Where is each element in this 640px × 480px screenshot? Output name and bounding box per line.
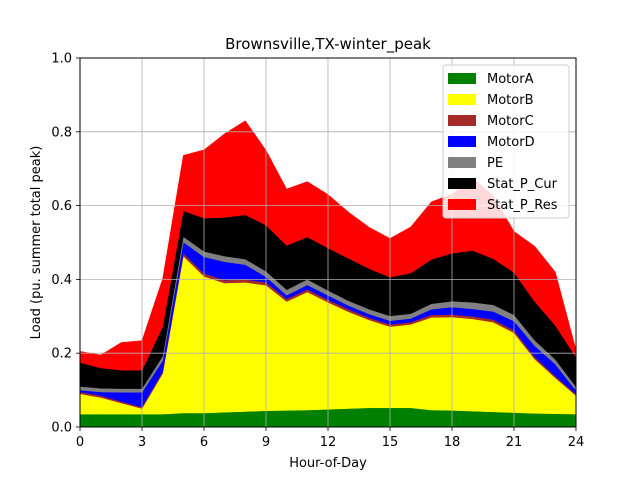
legend-swatch-motorb [448, 94, 476, 105]
legend-label-motorb: MotorB [487, 93, 533, 108]
legend-label-stat-p-res: Stat_P_Res [487, 198, 558, 213]
legend-swatch-motora [448, 73, 476, 84]
x-tick-label: 9 [262, 435, 270, 450]
x-tick-label: 6 [200, 435, 208, 450]
x-tick-label: 12 [320, 435, 337, 450]
x-axis-label: Hour-of-Day [289, 456, 367, 471]
x-tick-label: 0 [76, 435, 84, 450]
legend-swatch-stat-p-res [448, 199, 476, 210]
x-axis-ticks: 0 3 6 9 12 15 18 21 24 [76, 427, 584, 450]
x-tick-label: 24 [568, 435, 585, 450]
y-tick-label: 1.0 [51, 52, 72, 67]
legend-swatch-motord [448, 136, 476, 147]
x-tick-label: 3 [138, 435, 146, 450]
legend-label-motorc: MotorC [487, 114, 534, 129]
y-tick-label: 0.4 [51, 273, 72, 288]
x-tick-label: 18 [444, 435, 461, 450]
legend-label-pe: PE [487, 156, 503, 171]
x-tick-label: 21 [506, 435, 523, 450]
y-tick-label: 0.8 [51, 125, 72, 140]
legend-label-motora: MotorA [487, 72, 534, 87]
legend-label-stat-p-cur: Stat_P_Cur [487, 177, 558, 192]
y-tick-label: 0.2 [51, 347, 72, 362]
legend: MotorA MotorB MotorC MotorD PE Stat_P_Cur Stat… [442, 64, 570, 219]
y-axis-label: Load (pu. summer total peak) [29, 146, 44, 340]
legend-swatch-pe [448, 157, 476, 168]
x-tick-label: 15 [382, 435, 399, 450]
chart-title: Brownsville,TX-winter_peak [225, 35, 431, 54]
legend-swatch-motorc [448, 115, 476, 126]
legend-swatch-stat-p-cur [448, 178, 476, 189]
y-axis-ticks: 0.0 0.2 0.4 0.6 0.8 1.0 [51, 52, 80, 436]
y-tick-label: 0.0 [51, 421, 72, 436]
legend-label-motord: MotorD [487, 135, 535, 150]
y-tick-label: 0.6 [51, 199, 72, 214]
